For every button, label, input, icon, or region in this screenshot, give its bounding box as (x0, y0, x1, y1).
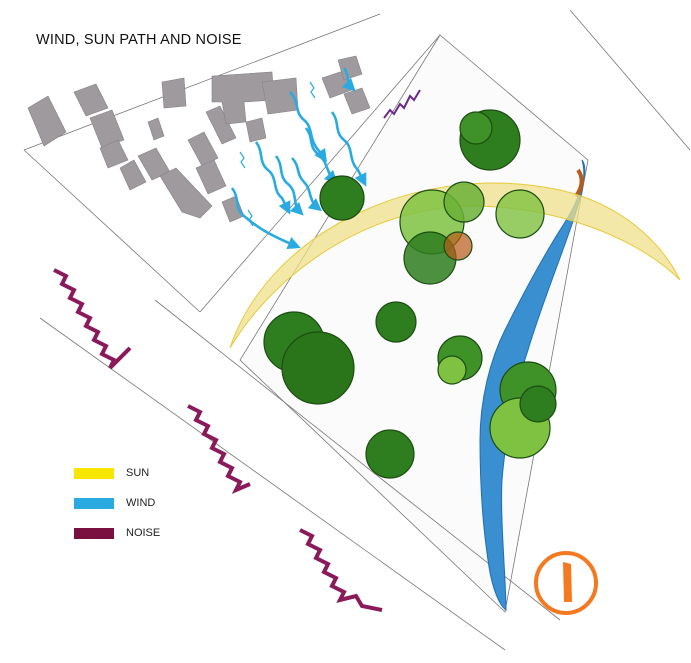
diagram-title: WIND, SUN PATH AND NOISE (36, 32, 242, 48)
sun-path-arc (229, 182, 681, 349)
noise-zigzag-small (383, 89, 421, 119)
legend: SUN WIND NOISE (74, 458, 160, 548)
legend-item-sun: SUN (74, 458, 160, 488)
legend-swatch-noise (74, 527, 114, 539)
legend-swatch-wind (74, 497, 114, 509)
buildings (27, 55, 371, 223)
legend-label-sun: SUN (126, 467, 150, 479)
legend-item-wind: WIND (74, 488, 160, 518)
legend-label-noise: NOISE (126, 527, 161, 539)
wind-ticks (239, 81, 316, 227)
trees (263, 109, 557, 479)
north-arrow-icon (534, 551, 598, 615)
river-bank (574, 168, 584, 198)
noise-zigzags (53, 268, 383, 612)
wind-arrows (230, 67, 367, 250)
legend-swatch-sun (74, 467, 114, 479)
legend-item-noise: NOISE (74, 518, 160, 548)
legend-label-wind: WIND (126, 497, 156, 509)
